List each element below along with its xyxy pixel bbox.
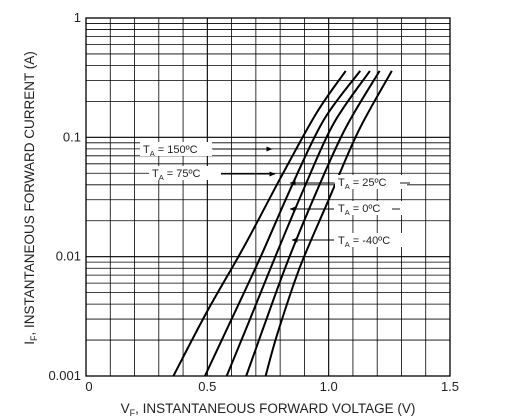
- annotation-label: TA = 150ºC: [143, 144, 198, 158]
- annotation-label: TA = -40ºC: [338, 235, 390, 249]
- x-tick-label: 1.0: [320, 379, 338, 394]
- annotation-label: TA = 75ºC: [152, 168, 201, 182]
- x-tick-label: 1.5: [441, 379, 459, 394]
- annotation-label-bg: [140, 142, 212, 156]
- x-tick-label: 0.5: [198, 379, 216, 394]
- y-tick-label: 0.1: [63, 129, 81, 144]
- annotation-label: TA = 25ºC: [338, 177, 387, 191]
- annotation-label: TA = 0ºC: [338, 203, 380, 217]
- series-line: [264, 70, 393, 377]
- series-line: [245, 70, 381, 377]
- series-line: [203, 70, 362, 377]
- x-tick-label: 0: [85, 379, 92, 394]
- annotation-label-bg: [335, 201, 407, 215]
- annotation-label-bg: [335, 175, 407, 189]
- x-axis-title: VF, INSTANTANEOUS FORWARD VOLTAGE (V): [121, 401, 416, 418]
- curves: [172, 70, 393, 377]
- y-tick-label: 1: [74, 10, 81, 25]
- annotations: TA = 150ºC TA = 75ºC TA = 25ºC TA = 0ºC TA =…: [140, 142, 410, 249]
- tick-labels: 0 0.5 1.0 1.5 1 0.1 0.01 0.001: [48, 10, 459, 394]
- series-line: [225, 70, 371, 377]
- series-line: [172, 70, 347, 377]
- grid: [86, 18, 450, 376]
- plot-frame: [85, 17, 451, 377]
- annotation-label-bg: [149, 166, 221, 180]
- y-tick-label: 0.001: [48, 368, 81, 383]
- y-axis-title: IF, INSTANTANEOUS FORWARD CURRENT (A): [22, 51, 39, 345]
- y-tick-label: 0.01: [56, 249, 81, 264]
- annotation-label-bg: [335, 233, 407, 247]
